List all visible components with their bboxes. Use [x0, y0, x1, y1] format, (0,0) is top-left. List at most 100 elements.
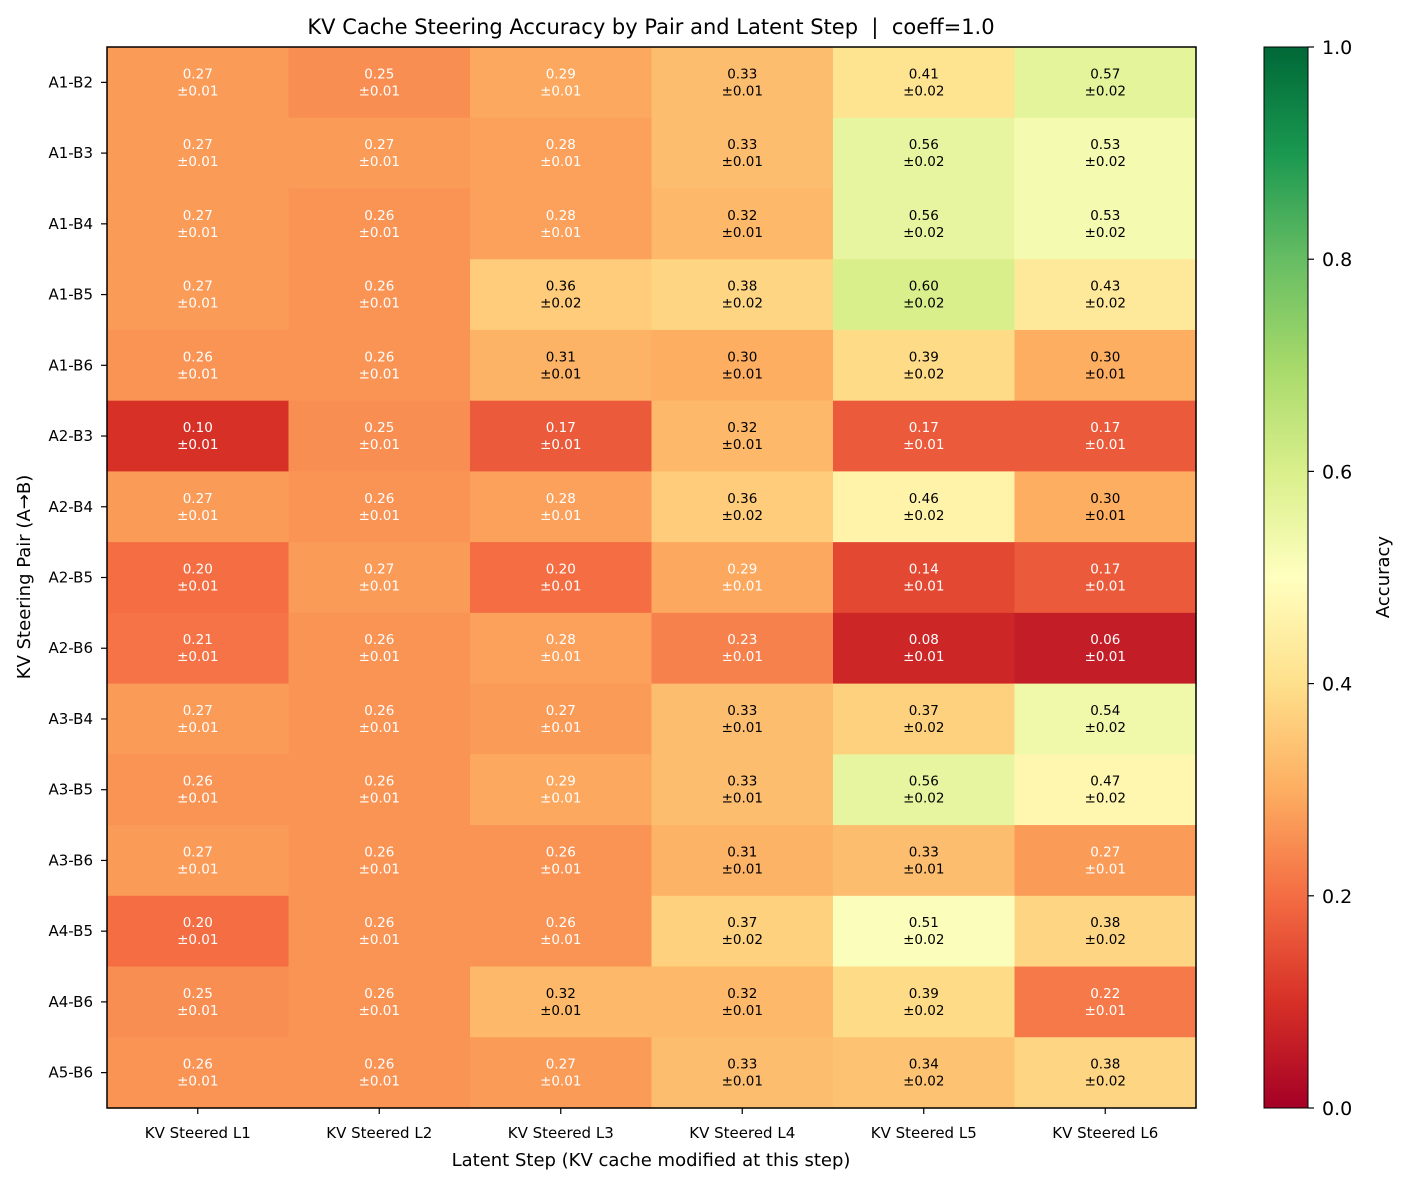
cell-value-label: 0.26 — [546, 844, 576, 860]
heatmap-cell — [1014, 966, 1197, 1038]
heatmap-cell — [1014, 329, 1197, 402]
heatmap-cell — [833, 400, 1016, 472]
heatmap-cell — [1014, 259, 1197, 331]
cell-error-label: ±0.01 — [1085, 366, 1126, 382]
cell-error-label: ±0.01 — [540, 932, 581, 948]
cell-error-label: ±0.01 — [177, 649, 218, 665]
cell-value-label: 0.26 — [364, 349, 394, 365]
heatmap-cell — [1014, 471, 1197, 543]
cell-value-label: 0.23 — [727, 632, 757, 648]
cell-value-label: 0.27 — [183, 703, 213, 719]
heatmap-cell — [107, 754, 290, 826]
heatmap-cell — [288, 117, 471, 190]
cell-error-label: ±0.01 — [359, 1003, 400, 1019]
cell-error-label: ±0.01 — [540, 437, 581, 453]
cell-value-label: 0.17 — [1090, 420, 1120, 436]
cell-error-label: ±0.01 — [177, 720, 218, 736]
cell-error-label: ±0.02 — [903, 225, 944, 241]
colorbar-ticks: 0.0 0.2 0.4 0.6 0.8 1.0 — [1308, 37, 1352, 1120]
cell-error-label: ±0.02 — [722, 508, 763, 524]
heatmap-cell — [288, 471, 471, 543]
heatmap-cell — [651, 329, 834, 402]
heatmap-cell — [470, 1037, 653, 1109]
cell-error-label: ±0.01 — [722, 1074, 763, 1090]
cell-error-label: ±0.01 — [540, 861, 581, 877]
cell-error-label: ±0.02 — [903, 1003, 944, 1019]
cell-value-label: 0.53 — [1090, 137, 1120, 153]
cell-value-label: 0.28 — [546, 632, 576, 648]
cell-value-label: 0.26 — [364, 844, 394, 860]
cell-value-label: 0.47 — [1090, 774, 1120, 790]
cell-value-label: 0.28 — [546, 137, 576, 153]
cell-error-label: ±0.01 — [722, 791, 763, 807]
chart-title: KV Cache Steering Accuracy by Pair and L… — [307, 15, 994, 40]
cell-error-label: ±0.01 — [903, 579, 944, 595]
heatmap-cell — [107, 400, 290, 472]
cell-error-label: ±0.02 — [903, 932, 944, 948]
cell-value-label: 0.26 — [364, 915, 394, 931]
heatmap-cell — [470, 47, 653, 119]
y-tick-label: A2-B3 — [48, 427, 93, 445]
cell-error-label: ±0.01 — [540, 154, 581, 170]
y-axis-ticks: A1-B2 A1-B3 A1-B4 A1-B5 A1-B6 A2-B3 A2-B4 A2-B5… — [48, 73, 107, 1082]
cell-error-label: ±0.01 — [359, 366, 400, 382]
heatmap-cell — [288, 329, 471, 402]
cell-error-label: ±0.01 — [177, 225, 218, 241]
cell-value-label: 0.27 — [1090, 844, 1120, 860]
heatmap-cell — [107, 117, 290, 190]
colorbar-tick-label: 0.8 — [1322, 249, 1352, 271]
y-tick-label: A3-B6 — [48, 851, 93, 869]
heatmap-cell — [107, 471, 290, 543]
cell-value-label: 0.51 — [909, 915, 939, 931]
y-axis-label: KV Steering Pair (A→B) — [14, 475, 35, 679]
heatmap-cell — [288, 754, 471, 826]
heatmap-cell — [470, 188, 653, 260]
heatmap-cell — [1014, 825, 1197, 897]
cell-error-label: ±0.01 — [177, 1074, 218, 1090]
x-axis-label: Latent Step (KV cache modified at this s… — [452, 1150, 851, 1171]
cell-error-label: ±0.01 — [359, 1074, 400, 1090]
cell-value-label: 0.53 — [1090, 208, 1120, 224]
heatmap-cell — [470, 754, 653, 826]
y-tick-label: A1-B4 — [48, 215, 93, 233]
cell-error-label: ±0.01 — [722, 154, 763, 170]
cell-error-label: ±0.01 — [177, 83, 218, 99]
x-tick-label: KV Steered L3 — [508, 1124, 614, 1142]
heatmap-cell — [833, 188, 1016, 260]
heatmap-cell — [651, 259, 834, 331]
heatmap-cell — [288, 47, 471, 119]
cell-value-label: 0.27 — [183, 279, 213, 295]
cell-error-label: ±0.02 — [1085, 83, 1126, 99]
heatmap-cell — [651, 1037, 834, 1109]
cell-value-label: 0.26 — [364, 632, 394, 648]
cell-error-label: ±0.01 — [540, 791, 581, 807]
y-tick-label: A1-B5 — [48, 286, 93, 304]
cell-value-label: 0.27 — [183, 66, 213, 82]
cell-error-label: ±0.01 — [359, 154, 400, 170]
cell-value-label: 0.26 — [364, 491, 394, 507]
cell-value-label: 0.30 — [1090, 349, 1120, 365]
heatmap-cell — [107, 47, 290, 119]
x-tick-label: KV Steered L4 — [689, 1124, 795, 1142]
cell-error-label: ±0.02 — [1085, 154, 1126, 170]
heatmap-cell — [651, 117, 834, 190]
cell-value-label: 0.26 — [183, 774, 213, 790]
heatmap-cell — [288, 966, 471, 1038]
cell-value-label: 0.31 — [546, 349, 576, 365]
cell-value-label: 0.27 — [183, 208, 213, 224]
colorbar-tick-label: 0.2 — [1322, 886, 1352, 908]
heatmap-cell — [651, 542, 834, 614]
y-tick-label: A2-B5 — [48, 569, 93, 587]
cell-error-label: ±0.01 — [722, 861, 763, 877]
y-tick-label: A1-B3 — [48, 144, 93, 162]
cell-value-label: 0.22 — [1090, 986, 1120, 1002]
heatmap-cell — [470, 612, 653, 685]
heatmap-cell — [833, 259, 1016, 331]
cell-error-label: ±0.02 — [903, 366, 944, 382]
heatmap-cell — [1014, 117, 1197, 190]
heatmap-cell — [833, 754, 1016, 826]
cell-error-label: ±0.01 — [540, 1003, 581, 1019]
cell-error-label: ±0.01 — [722, 649, 763, 665]
cell-error-label: ±0.01 — [722, 225, 763, 241]
